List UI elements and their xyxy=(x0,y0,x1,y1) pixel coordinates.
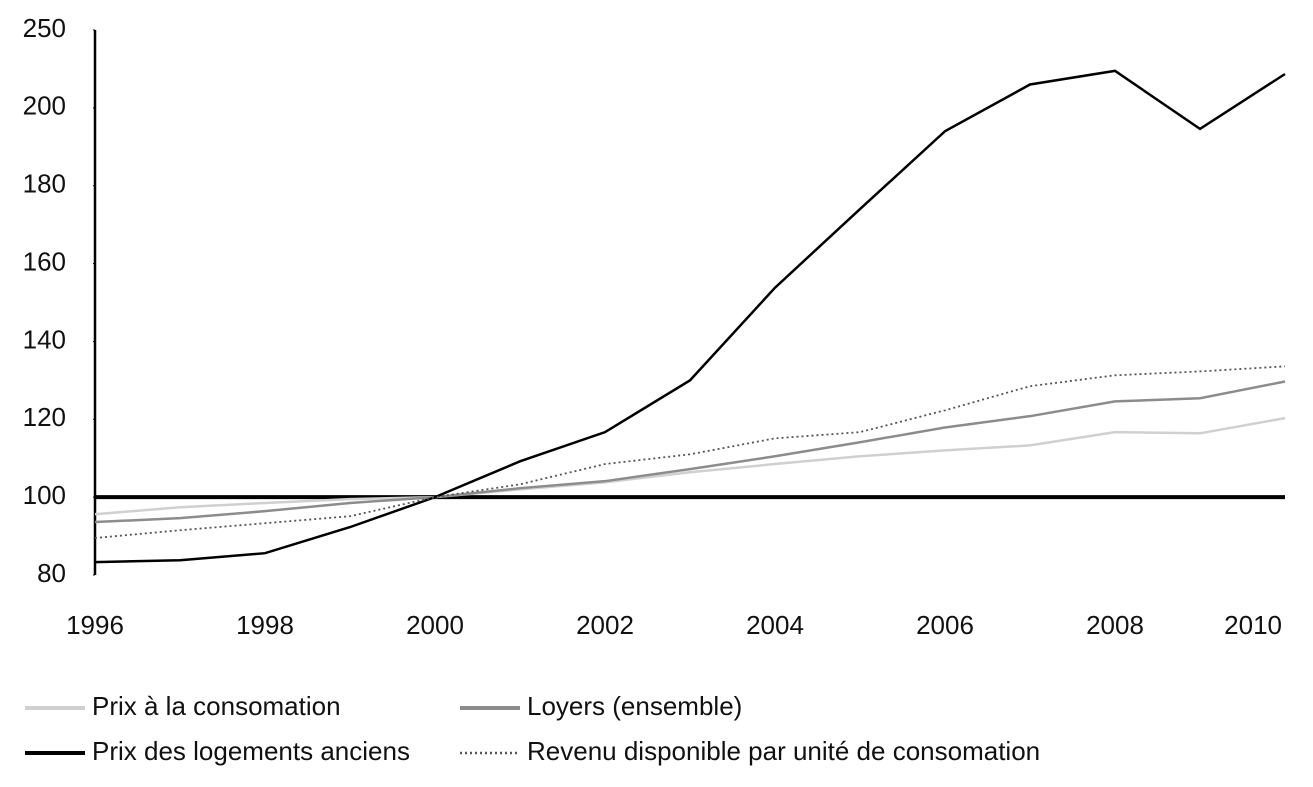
series-line xyxy=(94,69,1286,564)
x-tick-label: 1996 xyxy=(66,610,124,640)
legend-label: Loyers (ensemble) xyxy=(527,691,742,721)
series-line xyxy=(94,416,1286,516)
y-tick-label: 160 xyxy=(23,246,66,276)
y-tick-label: 120 xyxy=(23,402,66,432)
x-tick-label: 2006 xyxy=(916,610,974,640)
x-tick-label: 2008 xyxy=(1086,610,1144,640)
y-tick-label: 100 xyxy=(23,480,66,510)
legend-label: Prix des logements anciens xyxy=(92,736,410,766)
y-tick-label: 180 xyxy=(23,169,66,199)
y-tick-label: 80 xyxy=(37,558,66,588)
y-tick-label: 140 xyxy=(23,324,66,354)
legend-label: Prix à la consomation xyxy=(92,691,341,721)
x-tick-label: 2002 xyxy=(576,610,634,640)
series-line xyxy=(94,365,1286,539)
legend-label: Revenu disponible par unité de consomati… xyxy=(527,736,1040,766)
y-tick-label: 200 xyxy=(23,91,66,121)
x-tick-label: 2010 xyxy=(1224,610,1282,640)
series-line xyxy=(94,380,1286,524)
x-tick-label: 2000 xyxy=(406,610,464,640)
y-tick-label: 250 xyxy=(23,13,66,43)
x-tick-label: 2004 xyxy=(746,610,804,640)
x-tick-label: 1998 xyxy=(236,610,294,640)
